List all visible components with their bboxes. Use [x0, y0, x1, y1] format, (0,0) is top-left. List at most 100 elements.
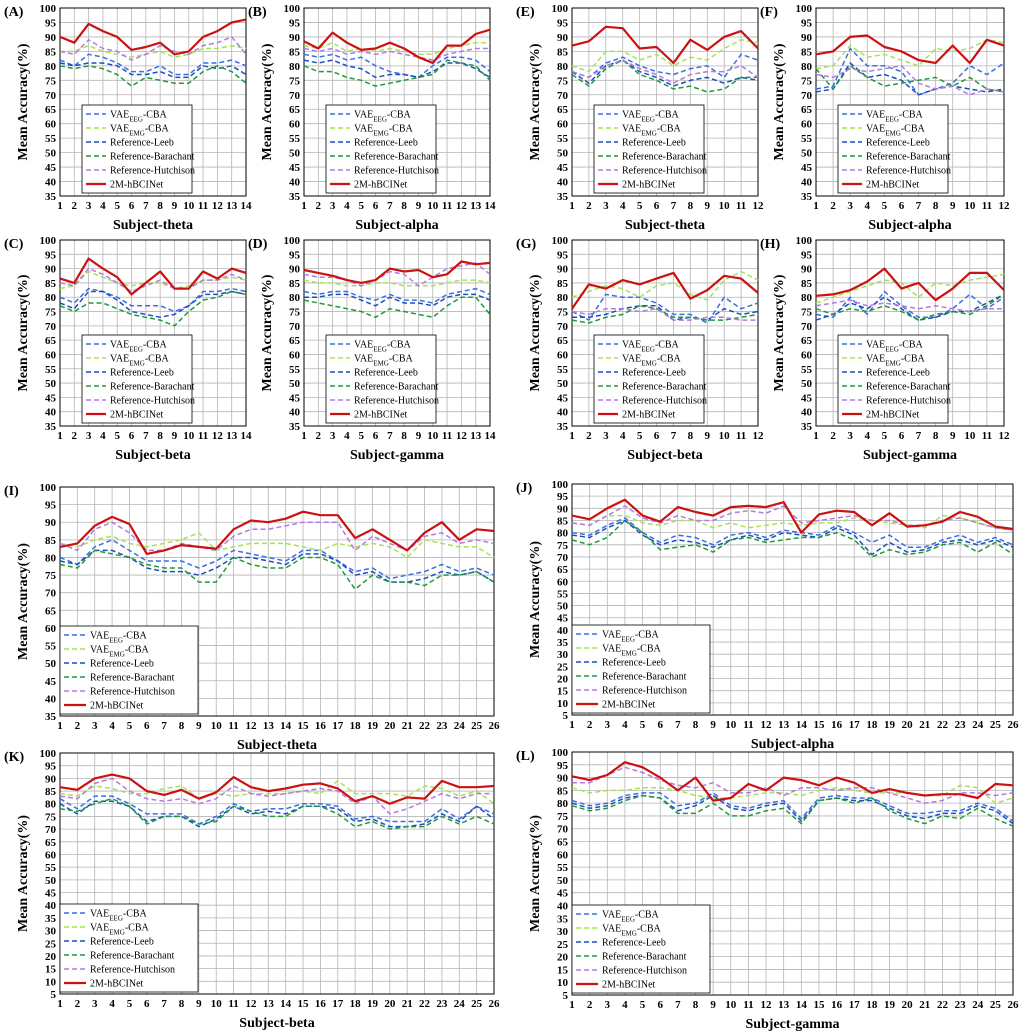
- x-tick-label: 4: [100, 200, 106, 212]
- y-tick-label: 60: [289, 119, 301, 131]
- x-tick-label: 12: [999, 200, 1011, 212]
- x-tick-label: 1: [57, 430, 63, 442]
- legend-suffix: -CBA: [901, 124, 926, 135]
- y-tick-label: 95: [801, 249, 813, 261]
- y-tick-label: 100: [40, 3, 57, 15]
- y-tick-label: 55: [557, 364, 569, 376]
- y-tick-label: 80: [557, 798, 569, 810]
- y-tick-label: 35: [45, 711, 57, 723]
- panel-label: (D): [248, 237, 268, 252]
- x-tick-label: 8: [401, 430, 407, 442]
- series-line-hbcinet: [59, 257, 247, 296]
- x-axis-title: Subject-beta: [239, 1016, 314, 1031]
- x-tick-label: 7: [161, 720, 167, 732]
- x-tick-label: 14: [280, 998, 292, 1010]
- y-tick-label: 65: [557, 335, 569, 347]
- x-tick-label: 8: [179, 720, 185, 732]
- x-tick-label: 10: [211, 998, 223, 1010]
- y-tick-label: 45: [801, 162, 813, 174]
- y-tick-label: 15: [557, 686, 569, 698]
- series-line-ref_hutchison: [59, 267, 247, 293]
- y-tick-label: 55: [557, 862, 569, 874]
- x-tick-label: 7: [675, 999, 681, 1011]
- y-tick-label: 50: [45, 148, 57, 160]
- legend-entry-ref_leeb: Reference-Leeb: [110, 368, 174, 379]
- legend-suffix: -CBA: [637, 924, 662, 935]
- series-line-ref_hutchison: [59, 36, 247, 61]
- x-tick-label: 10: [211, 720, 223, 732]
- legend-subscript: EMG: [109, 651, 125, 659]
- x-tick-label: 16: [831, 719, 843, 731]
- legend-subscript: EEG: [641, 116, 655, 124]
- x-tick-label: 26: [489, 720, 501, 732]
- y-tick-label: 75: [557, 75, 569, 87]
- x-tick-label: 26: [489, 998, 501, 1010]
- y-tick-label: 70: [45, 588, 57, 600]
- y-tick-label: 65: [45, 837, 57, 849]
- y-tick-label: 55: [557, 588, 569, 600]
- y-tick-label: 25: [557, 939, 569, 951]
- x-tick-label: 2: [830, 200, 836, 212]
- y-tick-label: 40: [801, 177, 813, 189]
- x-tick-label: 2: [586, 200, 592, 212]
- y-tick-label: 40: [45, 693, 57, 705]
- legend-box: [81, 104, 193, 194]
- x-tick-label: 13: [778, 999, 790, 1011]
- y-tick-label: 25: [45, 938, 57, 950]
- y-tick-label: 100: [796, 3, 813, 15]
- y-tick-label: 50: [801, 378, 813, 390]
- x-tick-label: 8: [179, 998, 185, 1010]
- series-line-ref_barachant: [303, 59, 491, 87]
- y-tick-label: 80: [289, 61, 301, 73]
- x-tick-label: 8: [401, 200, 407, 212]
- legend-entry-hbcinet: 2M-hBCINet: [90, 979, 144, 990]
- y-tick-label: 45: [557, 888, 569, 900]
- y-tick-label: 80: [289, 292, 301, 304]
- panel-label: (L): [516, 749, 535, 764]
- x-tick-label: 4: [344, 430, 350, 442]
- series-line-ref_barachant: [571, 59, 758, 93]
- x-tick-label: 9: [710, 719, 716, 731]
- y-tick-label: 25: [557, 661, 569, 673]
- x-tick-label: 19: [884, 719, 896, 731]
- legend-entry-vae_eeg: VAEEEG-CBA: [622, 110, 680, 124]
- legend-entry-ref_hutchison: Reference-Hutchison: [90, 687, 175, 698]
- y-tick-label: 90: [289, 264, 301, 276]
- series-line-ref_hutchison: [572, 766, 1014, 804]
- y-tick-label: 75: [801, 75, 813, 87]
- legend-entry-ref_hutchison: Reference-Hutchison: [602, 966, 687, 977]
- legend-subscript: EMG: [621, 650, 637, 658]
- legend-entry-hbcinet: 2M-hBCINet: [110, 180, 164, 191]
- series-line-ref_leeb: [59, 290, 247, 319]
- legend-entry-ref_barachant: Reference-Barachant: [622, 152, 707, 163]
- y-tick-label: 70: [801, 321, 813, 333]
- x-tick-label: 2: [587, 999, 593, 1011]
- series-line-ref_leeb: [59, 62, 247, 79]
- x-tick-label: 18: [350, 998, 362, 1010]
- legend-box: [837, 104, 949, 194]
- x-tick-label: 4: [344, 200, 350, 212]
- y-tick-label: 10: [557, 698, 569, 710]
- legend-subscript: EMG: [129, 360, 145, 368]
- y-tick-label: 45: [289, 392, 301, 404]
- y-tick-label: 100: [552, 747, 569, 759]
- legend-entry-ref_leeb: Reference-Leeb: [354, 368, 418, 379]
- y-tick-label: 90: [557, 264, 569, 276]
- x-tick-label: 25: [471, 998, 483, 1010]
- x-tick-label: 1: [569, 200, 575, 212]
- y-tick-label: 55: [45, 641, 57, 653]
- x-tick-label: 25: [990, 999, 1002, 1011]
- x-tick-label: 10: [427, 200, 439, 212]
- x-tick-label: 3: [605, 999, 611, 1011]
- legend-suffix: -CBA: [655, 340, 680, 351]
- y-tick-label: 40: [557, 407, 569, 419]
- x-tick-label: 3: [86, 430, 92, 442]
- legend-suffix: -CBA: [389, 124, 414, 135]
- legend-suffix: -CBA: [637, 644, 662, 655]
- y-tick-label: 75: [289, 307, 301, 319]
- y-tick-label: 95: [45, 17, 57, 29]
